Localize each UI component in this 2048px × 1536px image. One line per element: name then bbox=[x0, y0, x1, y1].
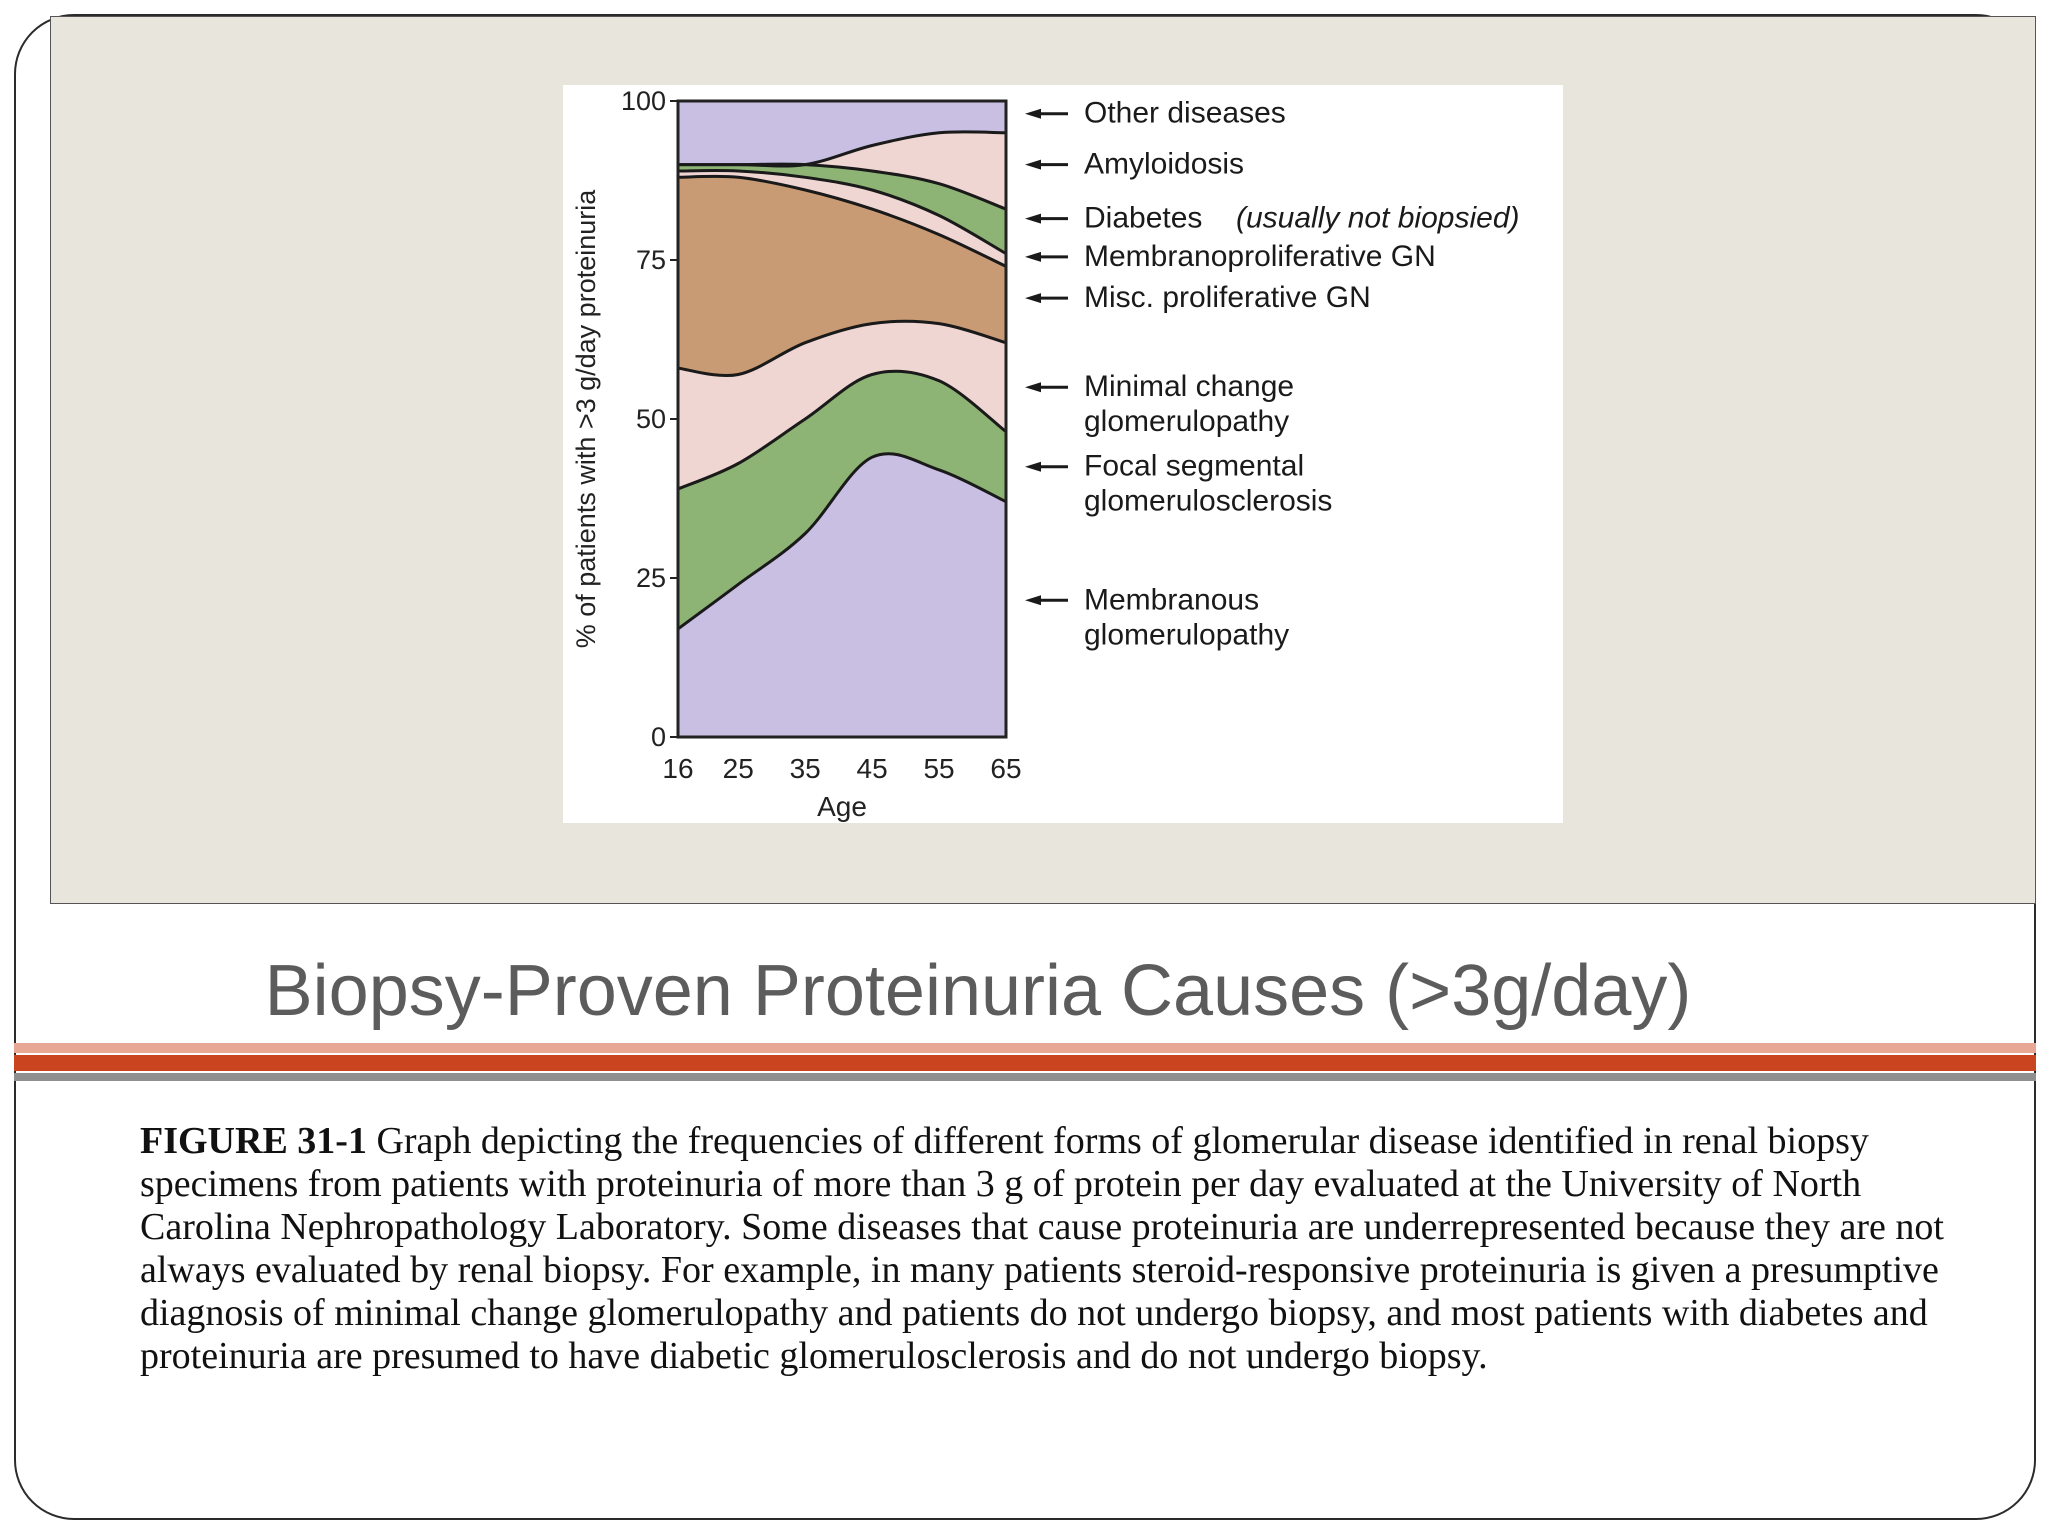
legend-label: Misc. proliferative GN bbox=[1084, 281, 1371, 314]
chart-boundaries bbox=[677, 130, 1007, 631]
figure-caption: FIGURE 31-1 Graph depicting the frequenc… bbox=[140, 1120, 1970, 1378]
legend-label: Membranous bbox=[1084, 583, 1259, 616]
x-axis-label: Age bbox=[817, 791, 867, 822]
area-misc-proliferative-gn bbox=[678, 176, 1006, 376]
legend-label: Other diseases bbox=[1084, 97, 1286, 130]
legend-item-membranoproliferative-gn: Membranoproliferative GN bbox=[1025, 240, 1436, 273]
area-amyloidosis bbox=[678, 131, 1006, 210]
x-tick-label: 16 bbox=[662, 753, 693, 784]
legend-arrow-head bbox=[1025, 461, 1041, 472]
y-tick-label: 75 bbox=[636, 245, 666, 275]
legend-arrow-head bbox=[1025, 293, 1041, 304]
y-tick-label: 100 bbox=[621, 86, 666, 116]
y-axis-label: % of patients with >3 g/day proteinuria bbox=[571, 189, 601, 649]
x-tick-label: 35 bbox=[790, 753, 821, 784]
caption-figure-label: FIGURE 31-1 bbox=[140, 1120, 367, 1162]
slide-title: Biopsy-Proven Proteinuria Causes (>3g/da… bbox=[264, 951, 1692, 1031]
legend-item-other-diseases: Other diseases bbox=[1025, 97, 1286, 130]
legend-arrow-head bbox=[1025, 213, 1041, 224]
legend-label: Minimal change bbox=[1084, 370, 1294, 403]
caption-text: Graph depicting the frequencies of diffe… bbox=[140, 1120, 1944, 1377]
boundary-amyloidosis bbox=[678, 130, 1007, 168]
legend-arrow-head bbox=[1025, 108, 1041, 119]
title-divider-light bbox=[14, 1043, 2036, 1053]
proteinuria-area-chart: 0 25 50 75 100 16 25 35 45 55 65 % of patients wi… bbox=[563, 85, 1563, 823]
area-diabetes bbox=[678, 164, 1006, 254]
y-tick-label: 50 bbox=[636, 404, 666, 434]
legend-item-amyloidosis: Amyloidosis bbox=[1025, 148, 1244, 181]
boundary-misc-proliferative-gn bbox=[677, 174, 1007, 268]
chart-areas bbox=[678, 101, 1006, 737]
legend-label: Amyloidosis bbox=[1084, 148, 1244, 181]
legend-label: Diabetes bbox=[1084, 202, 1202, 235]
legend-label: Focal segmental bbox=[1084, 450, 1304, 483]
legend-label: glomerulopathy bbox=[1084, 618, 1289, 651]
title-divider-red bbox=[14, 1055, 2036, 1071]
x-tick-label: 55 bbox=[923, 753, 954, 784]
legend-label: Membranoproliferative GN bbox=[1084, 240, 1436, 273]
area-minimal-change-glomerulopathy bbox=[678, 321, 1006, 489]
legend-arrow-head bbox=[1025, 595, 1041, 606]
area-membranous-glomerulopathy bbox=[678, 453, 1006, 737]
boundary-focal-segmental-glomerulosclerosis bbox=[677, 369, 1007, 491]
legend-arrow-head bbox=[1025, 382, 1041, 393]
y-tick-label: 0 bbox=[651, 722, 666, 752]
boundary-membranoproliferative-gn bbox=[677, 169, 1007, 255]
legend-item-misc-proliferative-gn: Misc. proliferative GN bbox=[1025, 281, 1371, 314]
area-focal-segmental-glomerulosclerosis bbox=[678, 371, 1006, 629]
x-tick-label: 25 bbox=[723, 753, 754, 784]
x-tick-label: 65 bbox=[990, 753, 1021, 784]
x-axis-ticks: 16 25 35 45 55 65 bbox=[662, 753, 1021, 784]
legend-label: (usually not biopsied) bbox=[1236, 202, 1520, 235]
area-membranoproliferative-gn bbox=[678, 170, 1006, 267]
area-other-diseases bbox=[678, 101, 1006, 167]
boundary-membranous-glomerulopathy bbox=[677, 452, 1007, 631]
title-divider-gray bbox=[14, 1073, 2036, 1081]
boundary-minimal-change-glomerulopathy bbox=[677, 319, 1007, 377]
legend-item-diabetes: Diabetes (usually not biopsied) bbox=[1025, 202, 1520, 235]
legend-label: glomerulosclerosis bbox=[1084, 485, 1332, 518]
y-tick-label: 25 bbox=[636, 563, 666, 593]
legend-arrow-head bbox=[1025, 159, 1041, 170]
figure-panel: 0 25 50 75 100 16 25 35 45 55 65 % of patients wi… bbox=[50, 16, 2036, 904]
legend-arrow-head bbox=[1025, 251, 1041, 262]
chart-legend: Other diseases Amyloidosis Diabetes (usuall… bbox=[1025, 97, 1520, 651]
x-tick-label: 45 bbox=[857, 753, 888, 784]
legend-label: glomerulopathy bbox=[1084, 405, 1289, 438]
y-axis-ticks: 0 25 50 75 100 bbox=[621, 86, 678, 752]
